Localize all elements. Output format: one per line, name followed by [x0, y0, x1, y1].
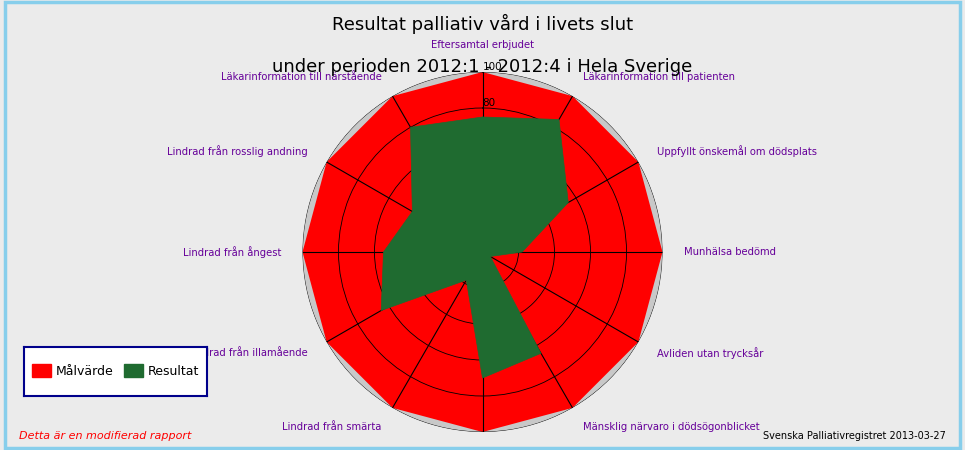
Text: Lindrad från illamående: Lindrad från illamående [188, 348, 308, 358]
Text: Läkarinformation till närstående: Läkarinformation till närstående [221, 72, 382, 82]
Text: under perioden 2012:1 - 2012:4 i Hela Sverige: under perioden 2012:1 - 2012:4 i Hela Sv… [272, 58, 693, 76]
Polygon shape [302, 72, 663, 432]
Text: Eftersamtal erbjudet: Eftersamtal erbjudet [431, 40, 534, 50]
Text: Lindrad från ångest: Lindrad från ångest [182, 246, 281, 258]
Text: Resultat palliativ vård i livets slut: Resultat palliativ vård i livets slut [332, 14, 633, 34]
Text: Avliden utan trycksår: Avliden utan trycksår [657, 347, 763, 359]
Text: Munhälsa bedömd: Munhälsa bedömd [684, 247, 776, 257]
Polygon shape [381, 117, 568, 378]
Text: Lindrad från smärta: Lindrad från smärta [283, 422, 382, 432]
Text: Läkarinformation till patienten: Läkarinformation till patienten [583, 72, 735, 82]
Text: Detta är en modifierad rapport: Detta är en modifierad rapport [19, 431, 192, 441]
Polygon shape [302, 72, 663, 432]
Text: Uppfyllt önskemål om dödsplats: Uppfyllt önskemål om dödsplats [657, 145, 817, 157]
Text: Mänsklig närvaro i dödsögonblicket: Mänsklig närvaro i dödsögonblicket [583, 422, 759, 432]
Text: Svenska Palliativregistret 2013-03-27: Svenska Palliativregistret 2013-03-27 [762, 431, 946, 441]
Legend: Målvärde, Resultat: Målvärde, Resultat [27, 360, 205, 383]
Text: Lindrad från rosslig andning: Lindrad från rosslig andning [167, 145, 308, 157]
